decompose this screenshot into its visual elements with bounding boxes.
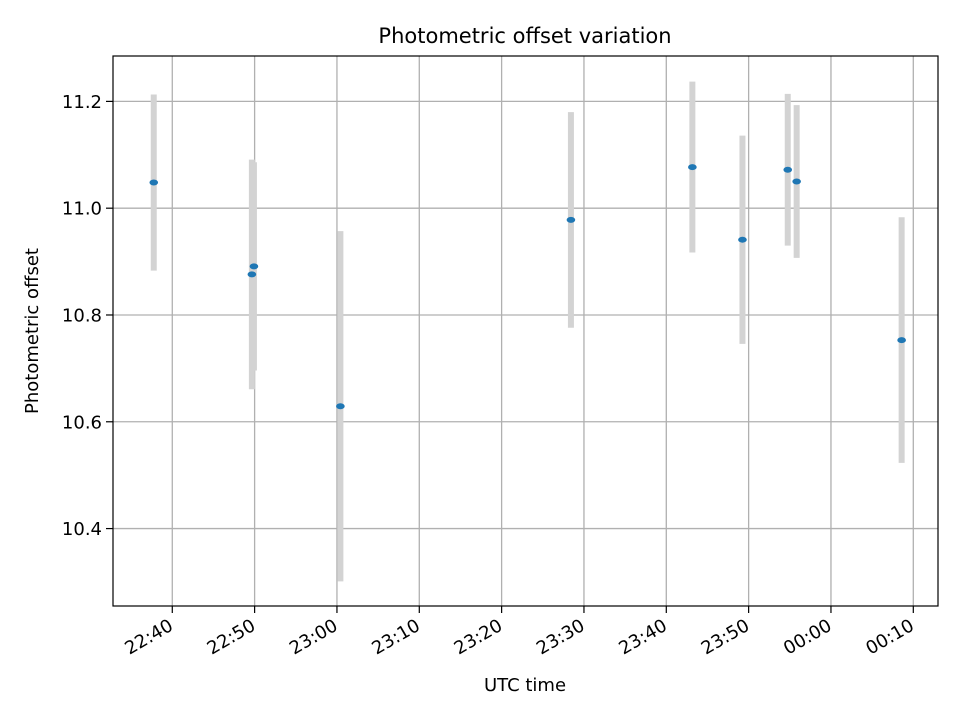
axes-frame (112, 55, 939, 607)
data-point (792, 178, 801, 185)
x-axis-label: UTC time (484, 675, 566, 696)
y-tick-label: 10.6 (62, 412, 102, 433)
data-point (566, 216, 576, 223)
data-point (247, 271, 257, 278)
data-point (783, 166, 793, 173)
data-point (688, 164, 697, 171)
data-point (897, 337, 906, 344)
y-tick-label: 11.2 (62, 92, 102, 113)
y-axis-ticks: 10.4 10.6 10.8 11.0 11.2 (62, 92, 113, 540)
data-point (738, 236, 747, 243)
y-axis-label: Photometric offset (22, 248, 43, 414)
grid (113, 56, 938, 606)
y-tick-label: 11.0 (62, 199, 102, 220)
data-point (336, 403, 345, 410)
y-tick-label: 10.4 (62, 519, 102, 540)
data-point (149, 179, 159, 186)
y-tick-label: 10.8 (62, 305, 102, 326)
plot-area (113, 56, 938, 606)
chart-title: Photometric offset variation (378, 24, 671, 48)
data-markers (149, 164, 906, 410)
data-point (249, 263, 259, 270)
